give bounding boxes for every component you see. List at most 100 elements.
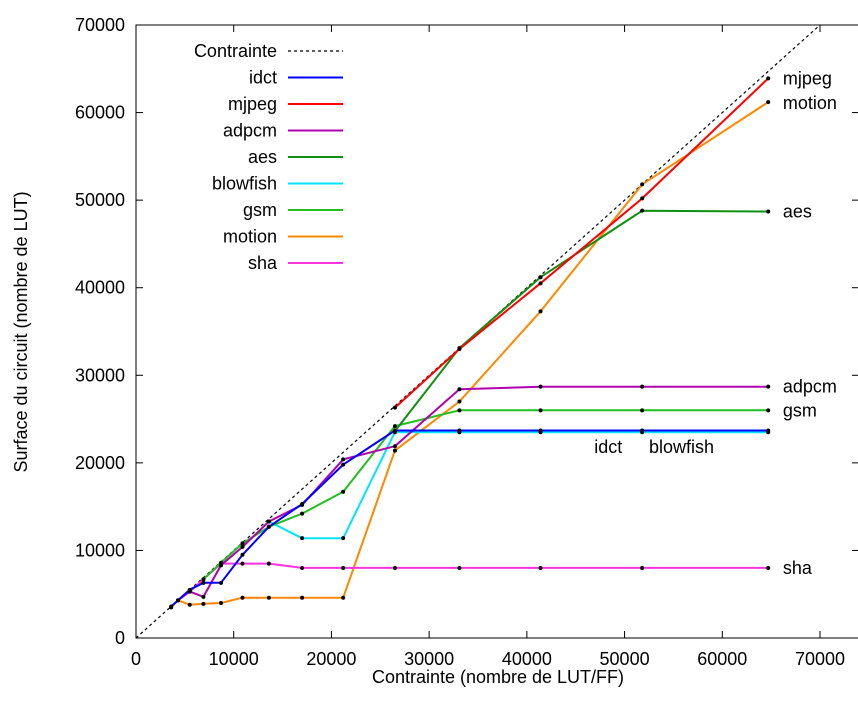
data-point-gsm xyxy=(240,541,245,546)
data-point-motion xyxy=(538,309,543,314)
legend-label: mjpeg xyxy=(228,94,277,114)
data-point-idct xyxy=(219,580,224,585)
data-point-mjpeg xyxy=(766,76,771,81)
data-point-motion xyxy=(300,595,305,600)
data-point-idct xyxy=(457,428,462,433)
data-point-adpcm xyxy=(457,387,462,392)
series-line-gsm xyxy=(202,409,769,581)
data-point-idct xyxy=(169,604,174,609)
y-tick-label: 20000 xyxy=(75,453,125,473)
data-point-adpcm xyxy=(341,457,346,462)
series-annotation: sha xyxy=(783,558,813,578)
data-point-motion xyxy=(187,602,192,607)
y-tick-label: 40000 xyxy=(75,278,125,298)
legend-label: sha xyxy=(248,253,278,273)
y-axis-label: Surface du circuit (nombre de LUT) xyxy=(11,191,31,472)
data-point-adpcm xyxy=(392,444,397,449)
x-tick-label: 40000 xyxy=(502,649,552,669)
x-axis-label: Contrainte (nombre de LUT/FF) xyxy=(372,667,624,687)
data-point-adpcm xyxy=(766,384,771,389)
x-tick-label: 30000 xyxy=(404,649,454,669)
series-annotation: motion xyxy=(783,93,837,113)
series-annotation: adpcm xyxy=(783,377,837,397)
data-point-motion xyxy=(266,595,271,600)
data-point-motion xyxy=(392,448,397,453)
data-point-adpcm xyxy=(640,384,645,389)
series-annotation: gsm xyxy=(783,400,817,420)
data-point-motion xyxy=(341,595,346,600)
data-point-idct xyxy=(766,428,771,433)
series-annotation: idct xyxy=(594,437,622,457)
axis-ticks: 0 10000 20000 30000 40000 50000 60000 70000 0 100… xyxy=(75,15,858,669)
series-annotation: aes xyxy=(783,202,812,222)
data-point-idct xyxy=(187,587,192,592)
data-point-motion xyxy=(766,100,771,105)
y-tick-label: 0 xyxy=(115,628,125,648)
y-tick-label: 60000 xyxy=(75,103,125,123)
data-point-sha xyxy=(538,565,543,570)
series-line-motion xyxy=(170,101,769,609)
data-point-idct xyxy=(201,580,206,585)
legend-label: Contrainte xyxy=(194,41,277,61)
data-point-sha xyxy=(766,565,771,570)
y-tick-label: 70000 xyxy=(75,15,125,35)
data-point-mjpeg xyxy=(392,405,397,410)
data-point-aes xyxy=(538,275,543,280)
data-point-idct xyxy=(240,552,245,557)
data-point-sha xyxy=(341,565,346,570)
annotations: mjpeg motion aes adpcm gsm idct blowfish sha xyxy=(594,68,837,578)
data-point-sha xyxy=(300,565,305,570)
data-point-motion xyxy=(219,600,224,605)
data-point-sha xyxy=(266,561,271,566)
data-point-aes xyxy=(640,208,645,213)
data-point-motion xyxy=(201,601,206,606)
data-point-motion xyxy=(640,182,645,187)
data-point-sha xyxy=(457,565,462,570)
data-point-motion xyxy=(240,595,245,600)
series-annotation: mjpeg xyxy=(783,68,832,88)
legend-label: motion xyxy=(223,227,277,247)
y-tick-label: 50000 xyxy=(75,190,125,210)
data-point-gsm xyxy=(640,408,645,413)
x-tick-label: 50000 xyxy=(600,649,650,669)
x-tick-label: 70000 xyxy=(795,649,845,669)
data-point-idct xyxy=(300,502,305,507)
data-point-mjpeg xyxy=(538,281,543,286)
data-point-adpcm xyxy=(219,563,224,568)
legend: Contrainte idct mjpeg adpcm aes blowfish gsm mo… xyxy=(194,41,343,273)
data-point-adpcm xyxy=(538,384,543,389)
legend-label: idct xyxy=(249,68,277,88)
series-line-aes xyxy=(394,209,769,432)
data-point-adpcm xyxy=(240,544,245,549)
data-point-gsm xyxy=(392,424,397,429)
series-annotation: blowfish xyxy=(649,437,714,457)
data-point-idct xyxy=(538,428,543,433)
data-point-blowfish xyxy=(300,536,305,541)
plot-frame xyxy=(135,24,858,639)
series-line-blowfish xyxy=(268,431,769,540)
legend-label: adpcm xyxy=(223,121,277,141)
data-point-aes xyxy=(766,209,771,214)
data-point-gsm xyxy=(457,408,462,413)
data-point-gsm xyxy=(341,489,346,494)
x-tick-label: 10000 xyxy=(209,649,259,669)
data-point-idct xyxy=(341,462,346,467)
data-point-sha xyxy=(240,561,245,566)
y-tick-label: 30000 xyxy=(75,365,125,385)
legend-label: aes xyxy=(248,147,277,167)
data-point-gsm xyxy=(201,577,206,582)
data-point-mjpeg xyxy=(457,347,462,352)
data-point-motion xyxy=(457,399,462,404)
legend-label: gsm xyxy=(243,200,277,220)
data-point-blowfish xyxy=(341,536,346,541)
data-point-idct xyxy=(176,598,181,603)
data-point-sha xyxy=(640,565,645,570)
plot-border xyxy=(135,24,858,639)
data-point-gsm xyxy=(300,511,305,516)
data-point-aes xyxy=(392,429,397,434)
y-tick-label: 10000 xyxy=(75,540,125,560)
data-point-sha xyxy=(392,565,397,570)
series-line-idct xyxy=(170,429,769,608)
x-tick-label: 60000 xyxy=(697,649,747,669)
